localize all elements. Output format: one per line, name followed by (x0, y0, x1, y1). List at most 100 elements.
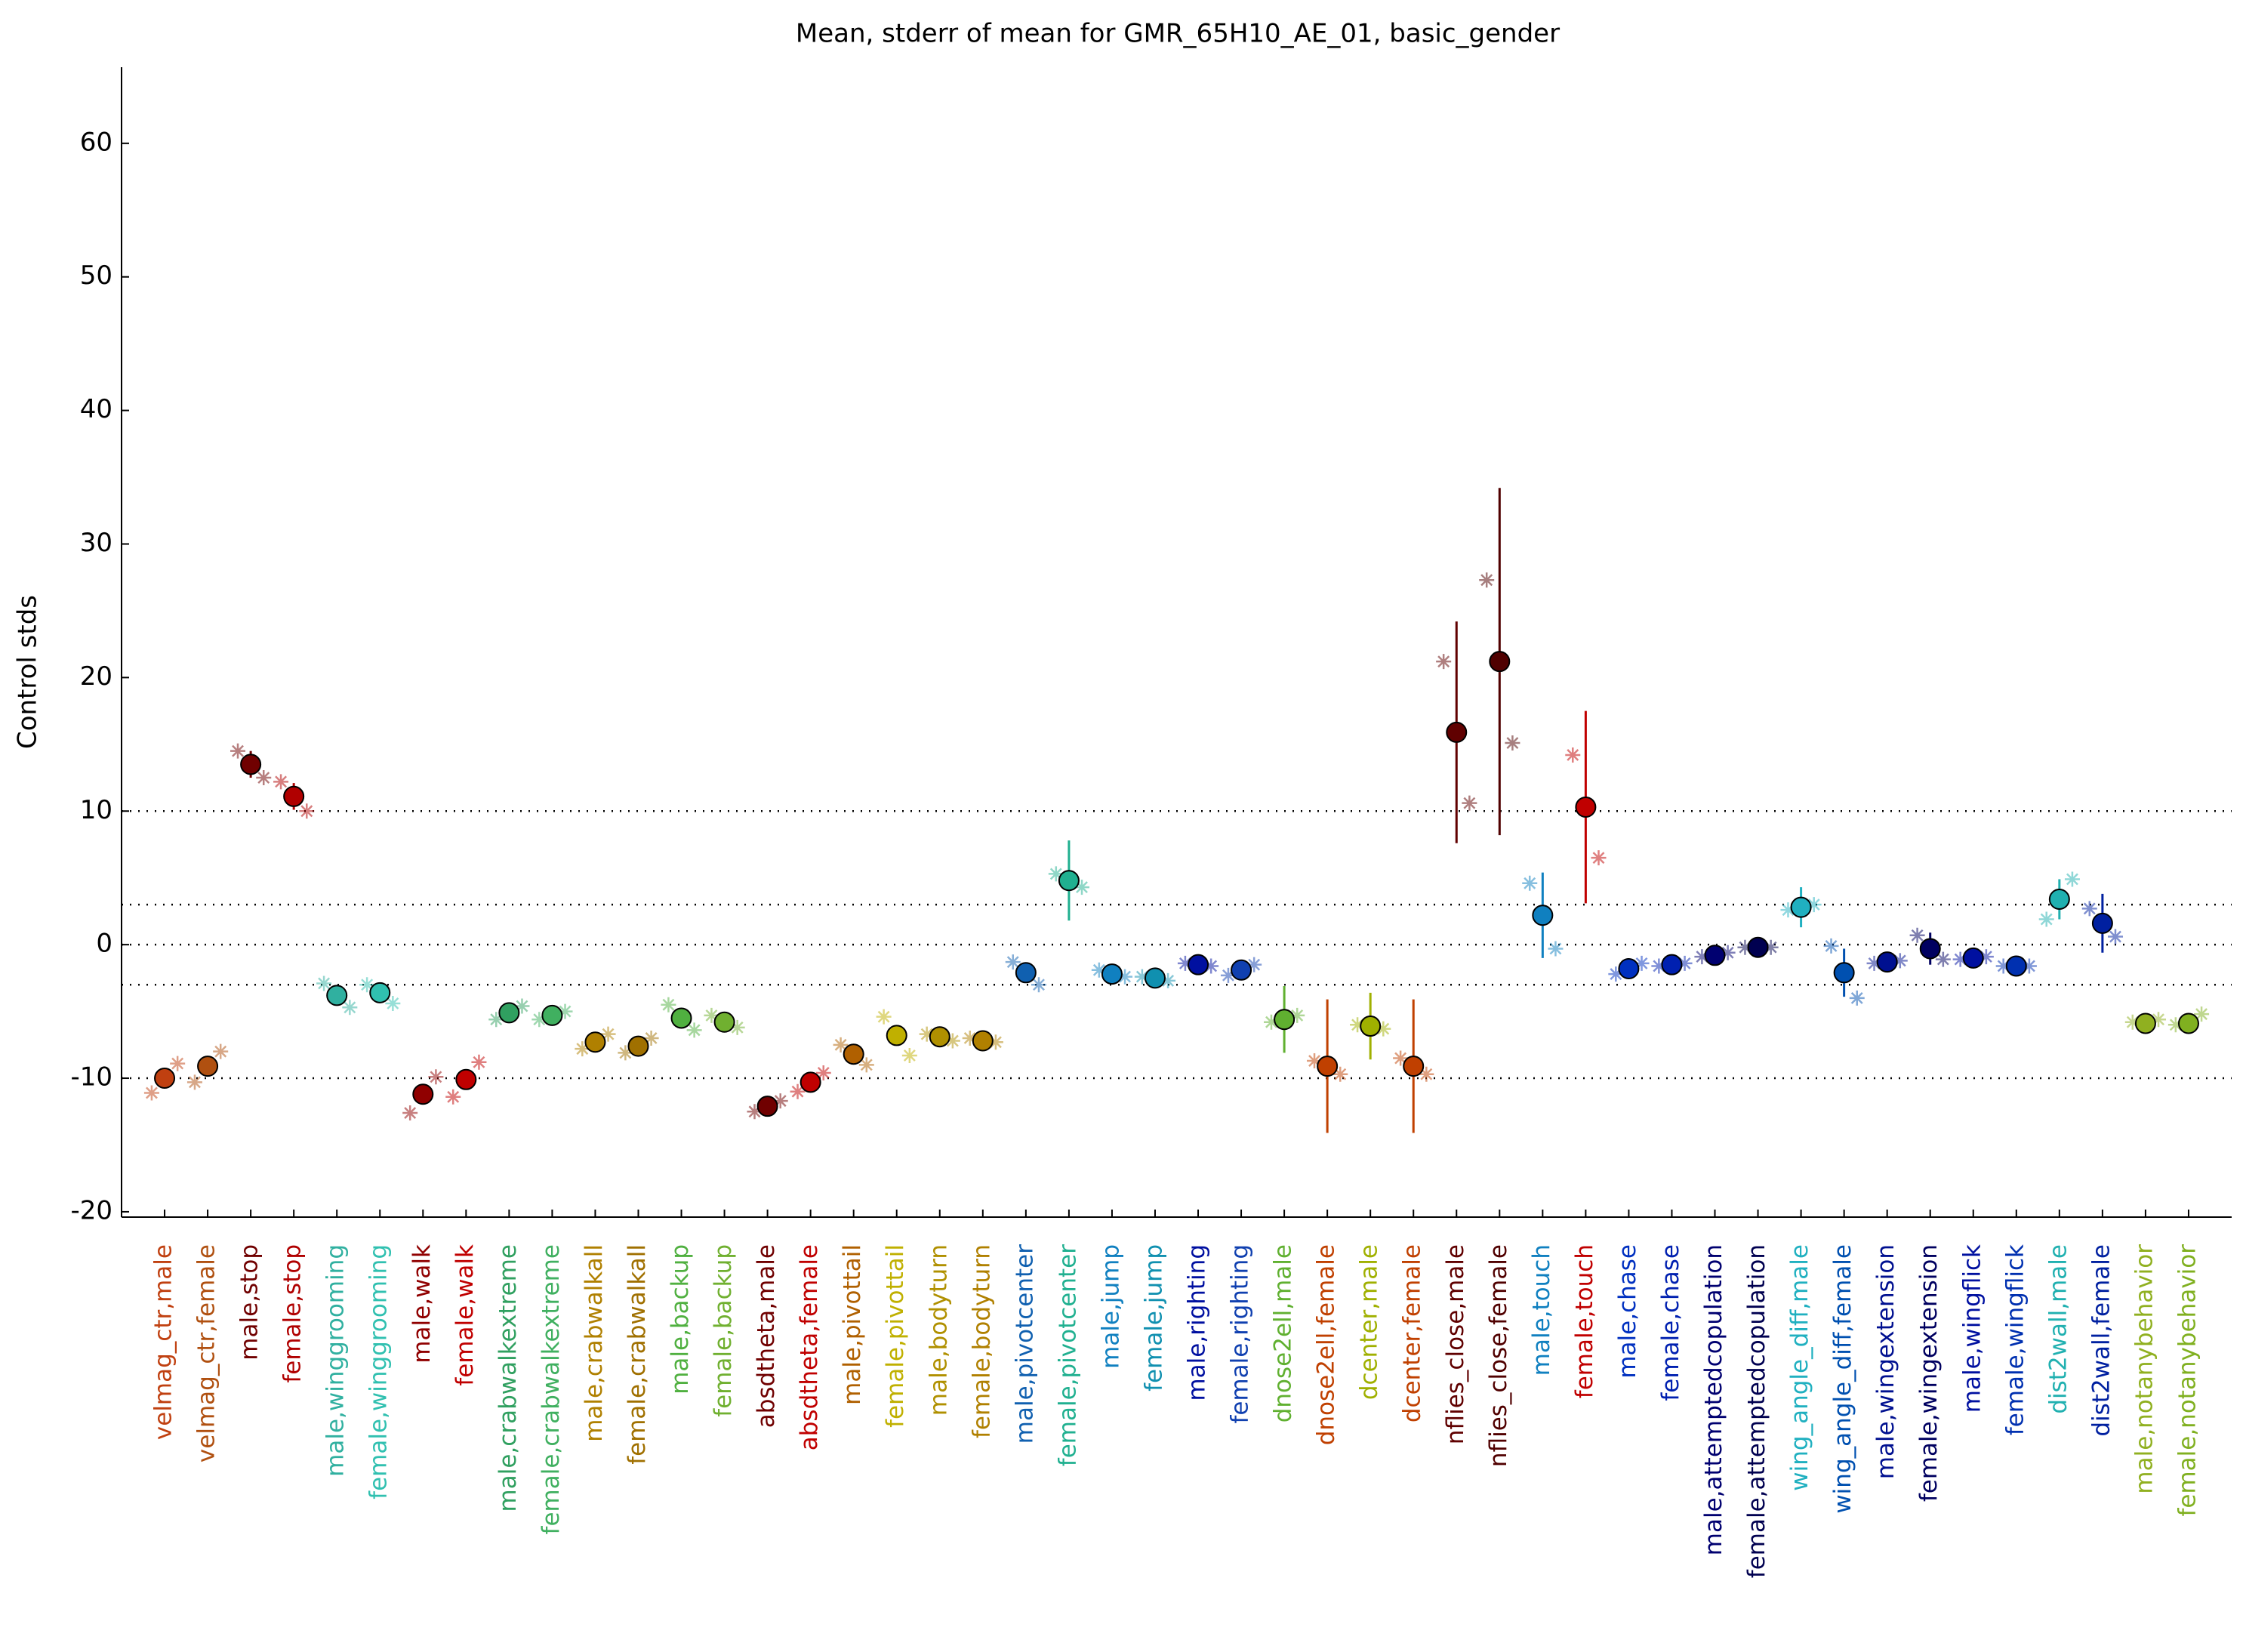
experiment-star (729, 1019, 745, 1035)
mean-marker (498, 1002, 520, 1024)
mean-marker (283, 785, 305, 807)
experiment-star (2064, 871, 2080, 887)
x-tick-label: male,pivotcenter (1011, 1244, 1038, 1444)
experiment-star (1548, 941, 1564, 957)
experiment-star (299, 803, 315, 819)
x-tick-label: female,stop (279, 1244, 307, 1383)
mean-marker (1575, 796, 1597, 818)
experiment-star (1737, 939, 1753, 955)
experiment-star (2021, 958, 2037, 974)
experiment-star (790, 1083, 806, 1099)
experiment-star (256, 770, 272, 786)
x-tick-label: male,walk (408, 1244, 436, 1364)
experiment-star (1462, 795, 1477, 811)
experiment-star (2107, 929, 2123, 945)
y-tick-label: 40 (80, 394, 112, 424)
experiment-star (575, 1041, 590, 1057)
y-tick-label: 60 (80, 127, 112, 157)
x-tick-label: dcenter,female (1399, 1244, 1426, 1422)
experiment-star (1565, 747, 1581, 763)
experiment-star (1393, 1050, 1409, 1066)
mean-marker (1618, 957, 1640, 979)
experiment-star (1177, 955, 1193, 971)
experiment-star (1720, 945, 1736, 960)
mean-marker (1876, 951, 1898, 973)
experiment-star (1048, 866, 1064, 882)
x-tick-label: velmag_ctr,female (193, 1244, 220, 1462)
x-tick-label: female,crabwalkextreme (538, 1244, 565, 1534)
x-tick-label: male,chase (1614, 1244, 1641, 1379)
experiment-star (1333, 1066, 1348, 1082)
x-tick-label: male,wingflick (1958, 1244, 1986, 1413)
experiment-star (2038, 911, 2054, 927)
mean-marker (1231, 959, 1252, 981)
x-tick-label: female,walk (451, 1244, 479, 1386)
experiment-star (230, 743, 246, 759)
mean-marker (929, 1026, 950, 1048)
experiment-star (445, 1089, 461, 1105)
mean-marker (1532, 905, 1554, 926)
experiment-star (2194, 1006, 2210, 1022)
y-axis-label: Control stds (13, 595, 43, 749)
experiment-star (1952, 951, 1968, 967)
mean-marker (1962, 947, 1984, 969)
mean-marker (1144, 967, 1166, 989)
experiment-star (531, 1012, 547, 1028)
x-tick-label: female,winggrooming (365, 1244, 393, 1499)
experiment-star (1763, 939, 1779, 955)
x-tick-label: female,bodyturn (968, 1244, 995, 1438)
mean-marker (1489, 651, 1511, 673)
experiment-star (1091, 962, 1107, 978)
x-tick-label: male,winggrooming (322, 1244, 350, 1477)
experiment-star (704, 1007, 719, 1023)
mean-marker (972, 1030, 994, 1052)
x-tick-label: female,wingextension (1915, 1244, 1943, 1502)
x-tick-label: wing_angle_diff,female (1829, 1244, 1856, 1514)
x-tick-label: absdtheta,female (796, 1244, 823, 1450)
experiment-star (1436, 654, 1452, 670)
experiment-star (1289, 1007, 1305, 1023)
x-tick-label: dist2wall,male (2044, 1244, 2072, 1414)
x-tick-label: male,stop (236, 1244, 263, 1361)
experiment-star (1479, 572, 1495, 588)
experiment-star (385, 995, 401, 1011)
x-tick-label: dnose2ell,female (1313, 1244, 1340, 1445)
experiment-star (1823, 938, 1839, 954)
x-tick-label: female,backup (710, 1244, 737, 1417)
mean-marker (670, 1007, 692, 1029)
experiment-star (1634, 955, 1650, 971)
x-tick-label: male,pivottail (839, 1244, 866, 1405)
x-tick-label: velmag_ctr,male (150, 1244, 177, 1440)
experiment-star (316, 975, 332, 991)
x-tick-label: dcenter,male (1356, 1244, 1383, 1400)
experiment-star (772, 1093, 788, 1109)
x-tick-label: female,notanybehavior (2174, 1244, 2201, 1517)
x-tick-label: dnose2ell,male (1270, 1244, 1297, 1422)
experiment-star (1505, 735, 1520, 751)
experiment-star (1806, 897, 1822, 913)
experiment-star (1005, 954, 1021, 970)
y-tick-label: 30 (80, 528, 112, 558)
y-tick-label: 50 (80, 260, 112, 291)
experiment-star (618, 1045, 633, 1061)
x-tick-label: female,chase (1657, 1244, 1684, 1401)
mean-marker (1403, 1056, 1425, 1077)
experiment-star (143, 1085, 159, 1101)
experiment-star (471, 1054, 487, 1070)
experiment-star (1677, 955, 1693, 971)
mean-marker (154, 1068, 176, 1090)
experiment-star (661, 997, 676, 1012)
experiment-star (428, 1069, 444, 1085)
experiment-star (1074, 880, 1090, 895)
experiment-star (1849, 990, 1865, 1006)
experiment-star (1978, 949, 1994, 965)
experiment-star (1031, 977, 1046, 993)
x-tick-label: male,crabwalkall (581, 1244, 608, 1442)
experiment-star (2167, 1017, 2183, 1033)
x-tick-label: female,pivottail (882, 1244, 909, 1428)
mean-marker (1833, 962, 1855, 984)
x-tick-label: male,jump (1097, 1244, 1124, 1369)
mean-marker (1661, 954, 1683, 975)
mean-marker (369, 982, 391, 1003)
